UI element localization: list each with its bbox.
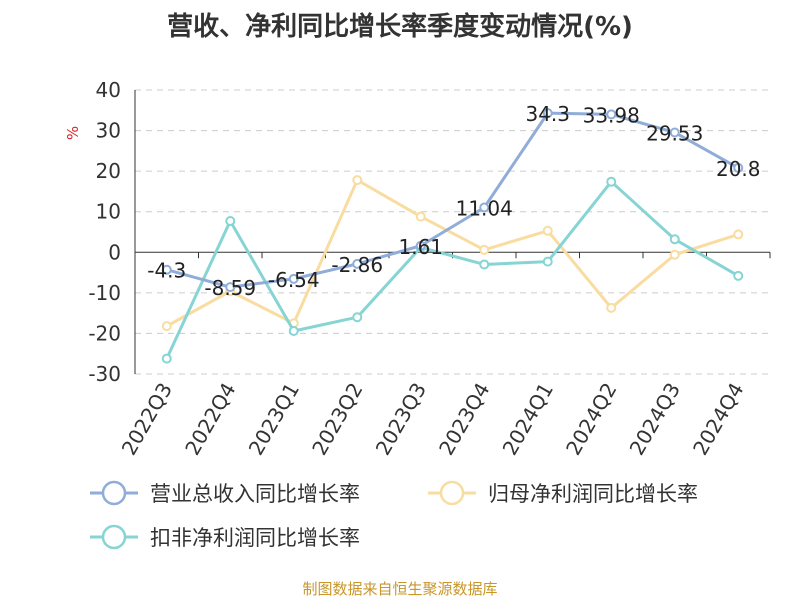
data-label: 34.3 — [525, 102, 570, 126]
y-tick-label: -20 — [88, 321, 121, 345]
data-point — [352, 312, 363, 323]
data-point — [225, 282, 236, 293]
footer-source: 制图数据来自恒生聚源数据库 — [302, 580, 498, 598]
data-point — [669, 249, 680, 260]
data-label: -8.59 — [204, 276, 256, 300]
data-point — [225, 216, 236, 227]
y-tick-label: 20 — [96, 159, 121, 183]
data-point — [542, 225, 553, 236]
series-line — [166, 111, 739, 289]
y-tick-label: 40 — [96, 78, 121, 102]
legend-label: 归母净利润同比增长率 — [488, 482, 698, 506]
data-label: 20.8 — [716, 157, 761, 181]
data-point — [733, 229, 744, 240]
data-label: -2.86 — [331, 253, 383, 277]
y-tick-label: -10 — [88, 281, 121, 305]
x-tick-label: 2022Q4 — [180, 379, 240, 460]
y-axis-unit-label: % — [64, 126, 82, 140]
data-point — [161, 321, 172, 332]
data-point — [606, 176, 617, 187]
data-label: 29.53 — [646, 121, 703, 145]
data-point — [479, 202, 490, 213]
data-point — [479, 259, 490, 270]
series-line — [165, 180, 739, 360]
x-tick-label: 2024Q1 — [498, 379, 558, 460]
data-point — [161, 353, 172, 364]
data-point — [669, 127, 680, 138]
x-tick-label: 2023Q4 — [434, 379, 494, 460]
data-point — [352, 175, 363, 186]
y-tick-label: -30 — [88, 362, 121, 386]
data-point — [415, 211, 426, 222]
data-point — [606, 302, 617, 313]
data-label: 33.98 — [583, 103, 640, 127]
data-point — [733, 270, 744, 281]
x-tick-label: 2024Q3 — [625, 379, 685, 460]
legend-marker — [101, 480, 127, 506]
x-tick-label: 2022Q3 — [117, 379, 177, 460]
data-point — [606, 109, 617, 120]
y-tick-label: 0 — [108, 240, 121, 264]
y-tick-label: 30 — [96, 119, 121, 143]
legend-marker — [101, 524, 127, 550]
legend-label: 扣非净利润同比增长率 — [150, 526, 360, 550]
x-tick-label: 2023Q1 — [244, 379, 304, 460]
y-tick-label: 10 — [96, 200, 121, 224]
x-tick-label: 2023Q2 — [307, 379, 367, 460]
x-tick-label: 2023Q3 — [371, 379, 431, 460]
series-line — [166, 178, 739, 328]
data-point — [415, 240, 426, 251]
data-point — [733, 162, 744, 173]
data-point — [352, 258, 363, 269]
legend-marker — [439, 480, 465, 506]
data-label: -4.3 — [147, 259, 186, 283]
chart-title: 营收、净利同比增长率季度变动情况(%) — [167, 12, 633, 42]
data-point — [288, 273, 299, 284]
data-point — [479, 244, 490, 255]
data-point — [542, 108, 553, 119]
data-point — [669, 234, 680, 245]
x-tick-label: 2024Q2 — [561, 379, 621, 460]
data-point — [288, 325, 299, 336]
data-label: 1.61 — [398, 235, 443, 259]
data-label: 11.04 — [456, 196, 513, 220]
x-tick-label: 2024Q4 — [688, 379, 748, 460]
data-label: -6.54 — [268, 268, 320, 292]
legend-label: 营业总收入同比增长率 — [150, 482, 360, 506]
data-point — [161, 264, 172, 275]
data-point — [542, 256, 553, 267]
